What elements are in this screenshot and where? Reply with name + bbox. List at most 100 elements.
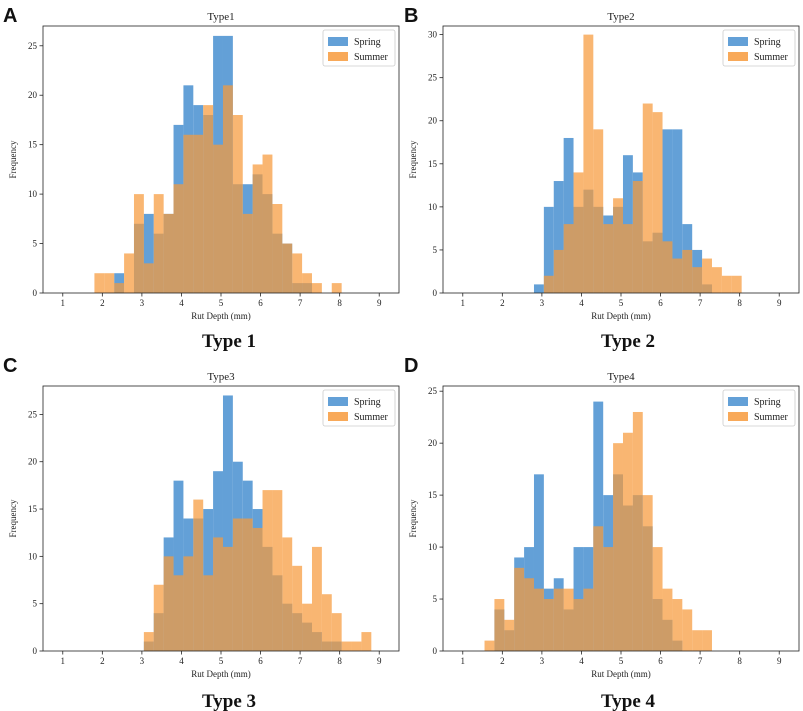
histogram-bar [622, 432, 633, 651]
histogram-bar [613, 198, 623, 293]
histogram-bar [213, 144, 223, 293]
y-tick-label: 0 [33, 288, 38, 298]
histogram-bar [533, 474, 544, 651]
histogram-bar [193, 134, 204, 293]
histogram-bar [702, 258, 712, 293]
x-tick-label: 8 [337, 656, 342, 666]
histogram-bar [222, 546, 233, 651]
histogram-bar [573, 599, 584, 651]
histogram-bar [282, 243, 293, 293]
histogram-bar [662, 129, 673, 293]
histogram-bar [302, 273, 312, 293]
x-tick-label: 1 [461, 656, 466, 666]
y-tick-label: 10 [428, 542, 438, 552]
x-tick-label: 3 [540, 298, 545, 308]
histogram-bar [272, 204, 283, 293]
histogram-bar [682, 609, 693, 651]
histogram-bar [553, 181, 564, 293]
panel-caption: Type 3 [202, 691, 256, 711]
y-tick-label: 20 [428, 438, 438, 448]
x-tick-label: 9 [777, 656, 782, 666]
x-tick-label: 3 [540, 656, 545, 666]
chart-title: Type2 [607, 11, 634, 23]
x-tick-label: 1 [61, 656, 66, 666]
y-tick-label: 0 [33, 646, 38, 656]
x-tick-label: 4 [179, 298, 184, 308]
histogram-bar [563, 137, 574, 293]
histogram-bar [232, 115, 243, 293]
chart-title: Type1 [207, 11, 234, 23]
histogram-bar [652, 547, 663, 651]
histogram-bar [662, 241, 673, 293]
x-tick-label: 1 [461, 298, 466, 308]
legend-label-spring: Spring [754, 397, 781, 408]
histogram-bar [133, 194, 144, 293]
legend-swatch-spring [728, 397, 748, 406]
histogram-bar [721, 275, 732, 293]
x-axis-label: Rut Depth (mm) [591, 669, 651, 679]
histogram-bar [504, 619, 515, 651]
y-tick-label: 25 [428, 386, 438, 396]
panel-letter: D [404, 355, 418, 377]
x-tick-label: 6 [258, 656, 263, 666]
y-tick-label: 5 [33, 599, 38, 609]
histogram-bar [524, 578, 534, 651]
histogram-bar [533, 284, 544, 293]
histogram-bar [351, 641, 362, 651]
histogram-bar [553, 588, 564, 651]
x-tick-label: 6 [658, 298, 663, 308]
panel-b: B Type 2 Type2 1 2 3 4 5 6 7 8 9 0 5 10 15 20 25 30 Rut Dep… [404, 5, 800, 352]
y-tick-label: 25 [28, 409, 38, 419]
x-axis-label: Rut Depth (mm) [191, 311, 251, 321]
histogram-bar [252, 164, 263, 293]
histogram-bar [193, 499, 204, 651]
x-tick-label: 1 [61, 298, 66, 308]
histogram-bar [153, 584, 164, 651]
histogram-bar [692, 267, 703, 293]
histogram-bar [341, 641, 352, 651]
histogram-bar [143, 263, 154, 293]
series-summer [94, 85, 342, 293]
y-tick-label: 10 [28, 189, 38, 199]
series-summer [484, 411, 712, 651]
legend-label-spring: Spring [754, 37, 781, 48]
histogram-bar [262, 154, 273, 293]
y-tick-label: 15 [28, 504, 38, 514]
x-tick-label: 9 [377, 656, 382, 666]
histogram-bar [731, 275, 742, 293]
legend-swatch-summer [728, 52, 748, 61]
legend-label-summer: Summer [754, 412, 789, 423]
x-tick-label: 4 [579, 656, 584, 666]
histogram-bar [613, 443, 623, 651]
histogram-bar [682, 249, 693, 293]
y-tick-label: 0 [433, 646, 438, 656]
histogram-bar [642, 103, 653, 294]
histogram-bar [203, 575, 214, 651]
y-axis-label: Frequency [408, 499, 418, 537]
histogram-bar [632, 181, 643, 293]
histogram-bar [603, 224, 614, 293]
y-tick-label: 25 [28, 41, 38, 51]
histogram-bar [603, 547, 614, 651]
y-tick-label: 15 [428, 159, 438, 169]
y-axis-label: Frequency [8, 499, 18, 537]
y-tick-label: 25 [428, 73, 438, 83]
chart-title: Type3 [207, 371, 235, 383]
histogram-bar [143, 632, 154, 651]
x-tick-label: 6 [258, 298, 263, 308]
x-tick-label: 8 [337, 298, 342, 308]
y-tick-label: 0 [433, 288, 438, 298]
histogram-bar [711, 267, 722, 293]
histogram-bar [163, 556, 174, 651]
histogram-bar [361, 632, 372, 651]
histogram-bar [553, 249, 564, 293]
histogram-bar [632, 411, 643, 651]
legend-swatch-spring [328, 397, 348, 406]
histogram-bar [593, 129, 604, 293]
histogram-bar [203, 105, 214, 293]
histogram-bar [262, 490, 273, 651]
histogram-bar [222, 395, 233, 651]
histogram-bar [543, 599, 554, 651]
histogram-bar [583, 588, 594, 651]
